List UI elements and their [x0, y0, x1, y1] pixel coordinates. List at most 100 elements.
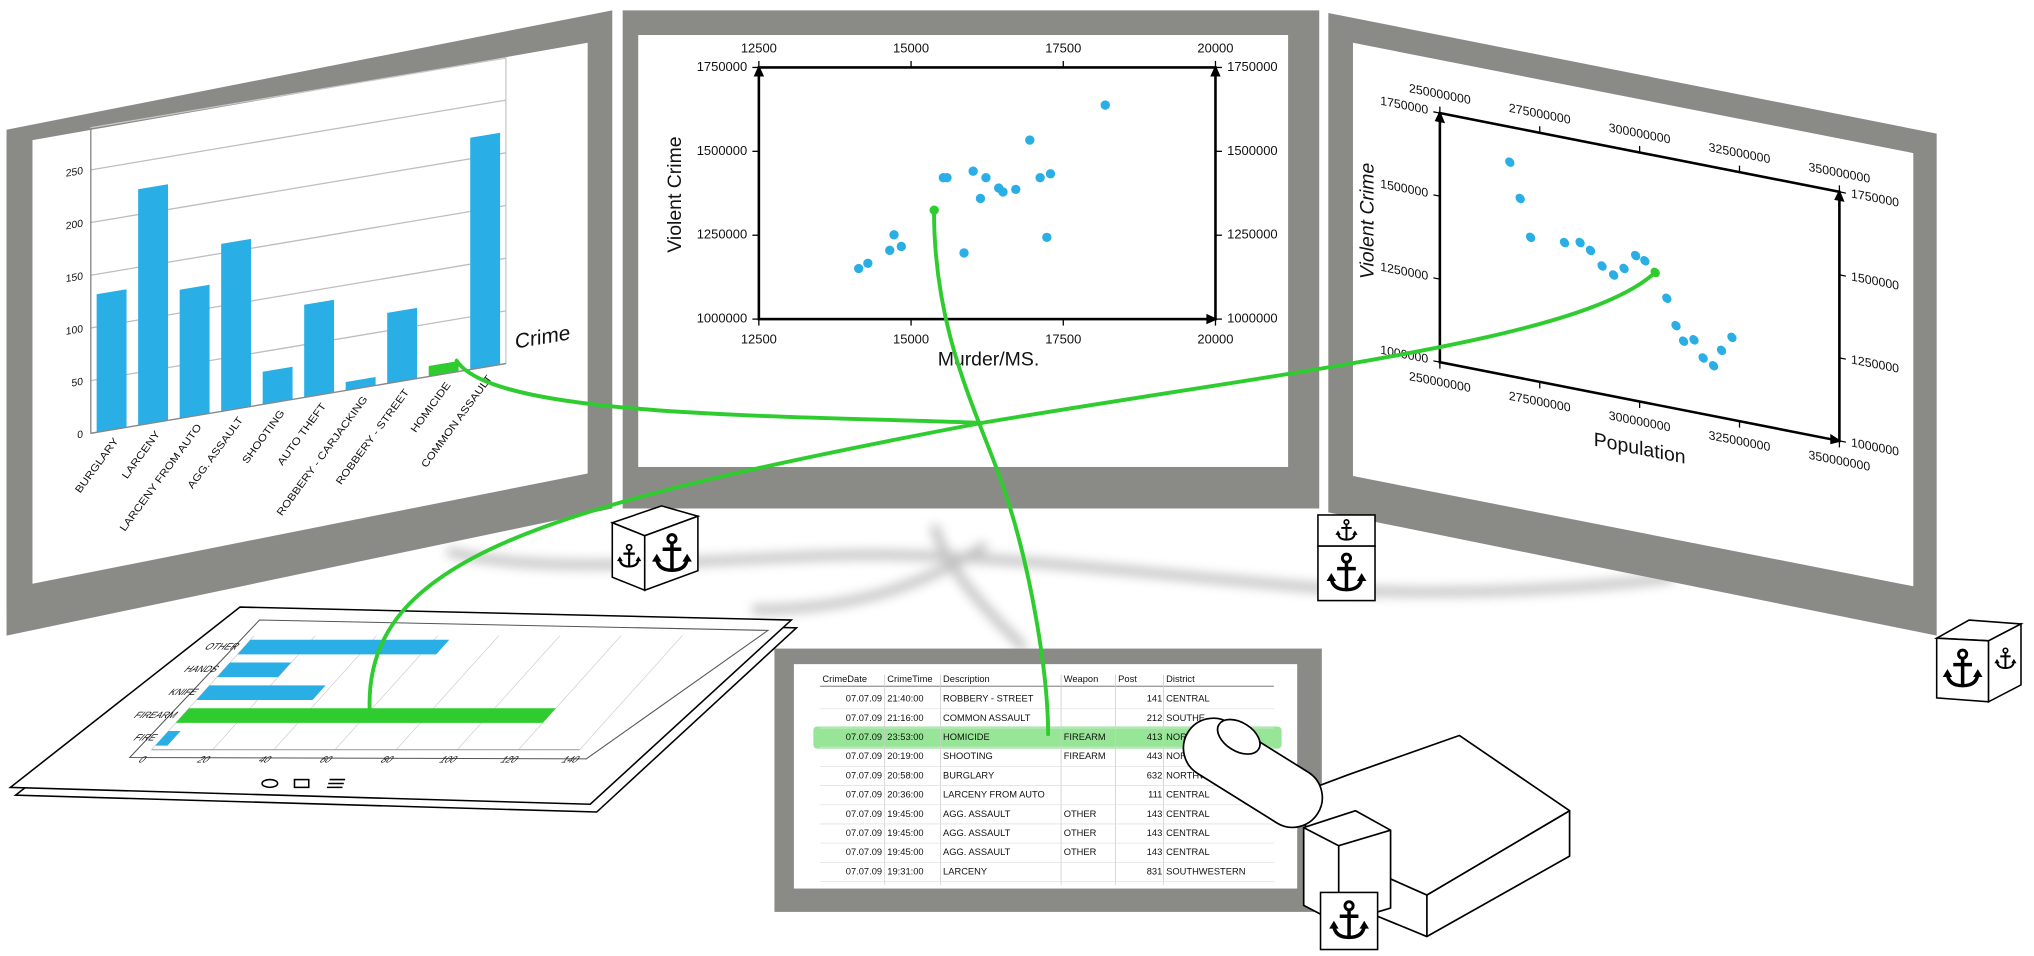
y-tick-label: 1750000	[697, 59, 748, 74]
table-cell: 143	[1147, 847, 1163, 857]
table-cell: 831	[1147, 866, 1163, 876]
point	[959, 248, 969, 258]
y-tick-label: HANDS	[181, 665, 222, 675]
y-tick-label: 1500000	[1227, 143, 1277, 158]
x-tick-label: 80	[377, 755, 396, 765]
links	[367, 208, 1658, 737]
x-tick-label: 60	[316, 755, 335, 765]
link-line	[367, 270, 1658, 713]
point	[1716, 345, 1727, 356]
y-tick-label: OTHER	[201, 642, 242, 652]
y-tick	[1839, 191, 1846, 194]
column-header: CrimeDate	[822, 674, 867, 684]
point	[1559, 237, 1570, 248]
point	[1045, 169, 1056, 179]
x-axis	[90, 362, 506, 434]
table-cell: 212	[1147, 713, 1163, 723]
table-cell: 21:16:00	[887, 713, 923, 723]
table-cell: LARCENY	[943, 866, 988, 876]
table-cell: NORTHW	[1166, 770, 1208, 780]
x-tick-label: 100	[436, 755, 460, 765]
table-cell: 20:58:00	[887, 770, 923, 780]
table-cell: SOUTHE	[1166, 713, 1205, 723]
y-tick	[1433, 194, 1440, 197]
y-axis-label: Violent Crime	[1357, 160, 1379, 281]
x-tick-label: 40	[255, 755, 274, 765]
point	[1100, 100, 1110, 110]
table-cell: 143	[1147, 809, 1163, 819]
point	[1671, 320, 1681, 331]
column-header: Weapon	[1064, 674, 1099, 684]
table-cell: 19:45:00	[887, 809, 923, 819]
table-cell: 20:36:00	[887, 790, 923, 800]
y-tick-label: 150	[66, 271, 83, 285]
bar	[262, 366, 293, 405]
table-cell: OTHER	[1064, 847, 1097, 857]
device-handle-end	[1216, 718, 1261, 755]
point	[981, 173, 991, 183]
table-cell: 443	[1147, 751, 1163, 761]
plot-frame	[757, 66, 1217, 321]
table-cell: 07.07.09	[846, 694, 882, 704]
table-cell: 23:53:00	[887, 732, 923, 742]
x-axis-label: Murder/MS.	[938, 349, 1040, 371]
table-cell: ROBBERY - STREET	[943, 694, 1034, 704]
x-tick-label: 17500	[1045, 41, 1081, 56]
point	[1025, 135, 1035, 145]
bar	[304, 299, 335, 398]
table-cell: 20:19:00	[887, 751, 923, 761]
table-cell: 07.07.09	[846, 713, 882, 723]
table-cell: COMMON ASSAULT	[943, 713, 1031, 723]
x-tick-label: 120	[497, 755, 521, 765]
table-cell: FIREARM	[1064, 732, 1106, 742]
shadow	[752, 541, 989, 615]
table-cell: 07.07.09	[846, 828, 882, 838]
point	[1585, 245, 1596, 256]
point	[1619, 263, 1629, 274]
bar	[221, 238, 252, 412]
y-tick	[1433, 111, 1440, 114]
table-cell: CENTRAL	[1166, 809, 1210, 819]
table-cell: 07.07.09	[846, 809, 882, 819]
table-cell: CENTRAL	[1166, 847, 1210, 857]
table-cell: 07.07.09	[846, 866, 882, 876]
point	[968, 166, 978, 176]
y-tick-label: KNIFE	[165, 687, 201, 697]
point	[1630, 250, 1641, 261]
point	[1597, 261, 1607, 271]
x-tick-label: 0	[135, 755, 149, 765]
table-cell: 07.07.09	[846, 751, 882, 761]
table-cell: 07.07.09	[846, 847, 882, 857]
y-tick-label: 1250000	[697, 227, 748, 242]
table-cell: 21:40:00	[887, 694, 923, 704]
table-cell: 19:31:00	[887, 866, 923, 876]
anchor-cube	[1933, 619, 2024, 704]
point	[863, 258, 873, 269]
point	[1011, 184, 1021, 195]
bar	[470, 132, 501, 370]
bar	[96, 289, 127, 433]
table-cell: 413	[1147, 732, 1163, 742]
column-header: District	[1166, 674, 1195, 684]
row-highlight	[813, 726, 1282, 749]
table-cell: HOMICIDE	[943, 732, 990, 742]
point	[1689, 335, 1699, 345]
point	[1708, 360, 1719, 371]
point	[1042, 232, 1052, 243]
device-handle	[1182, 717, 1324, 829]
bar	[138, 184, 169, 426]
table-cell: 19:45:00	[887, 847, 923, 857]
grid-line	[517, 635, 622, 750]
table-cell: 19:45:00	[887, 828, 923, 838]
shadow	[929, 524, 1028, 652]
table-cell: LARCENY FROM AUTO	[943, 790, 1045, 800]
point	[942, 173, 952, 183]
y-tick-label: 1000000	[1227, 311, 1277, 326]
x-tick-label: 20	[194, 755, 213, 765]
table-cell: CENTRAL	[1166, 694, 1210, 704]
point	[854, 263, 864, 274]
point	[1525, 232, 1536, 243]
column-header: CrimeTime	[887, 674, 932, 684]
